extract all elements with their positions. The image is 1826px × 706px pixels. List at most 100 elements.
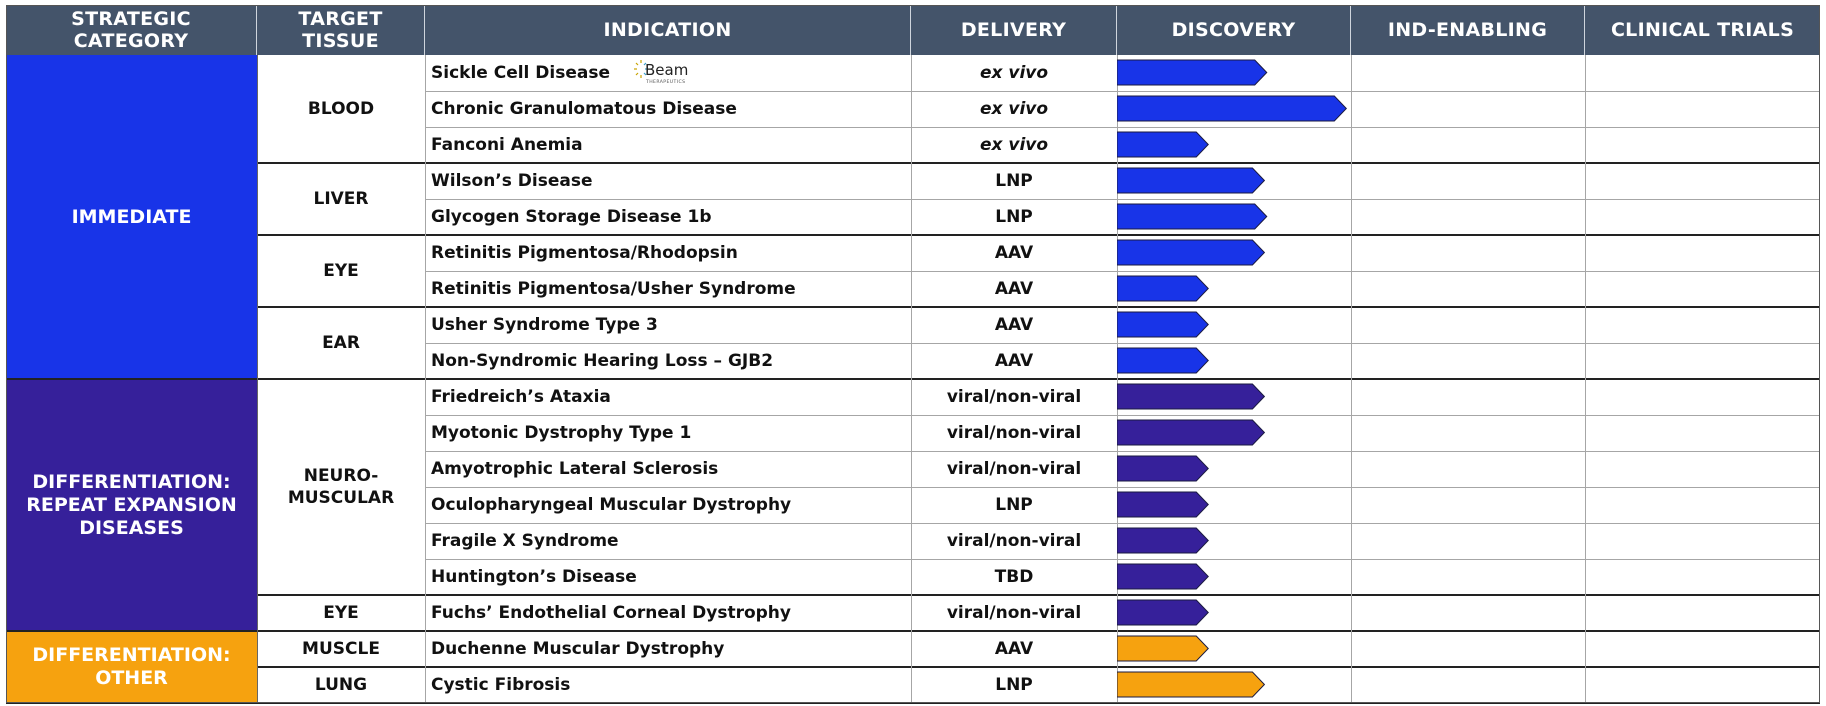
indication-cell: Myotonic Dystrophy Type 1: [431, 423, 692, 443]
delivery-cell: AAV: [994, 639, 1034, 659]
indication-cell: Non-Syndromic Hearing Loss – GJB2: [431, 351, 774, 371]
delivery-cell: ex vivo: [979, 63, 1049, 83]
progress-bar: [1117, 239, 1266, 266]
delivery-cell: viral/non-viral: [946, 531, 1082, 551]
row-divider: [425, 559, 1820, 560]
progress-bar: [1117, 347, 1209, 374]
header-clinical-trials: CLINICAL TRIALS: [1585, 5, 1820, 55]
progress-bar: [1117, 383, 1266, 410]
header-discovery: DISCOVERY: [1117, 5, 1351, 55]
delivery-cell: ex vivo: [979, 99, 1049, 119]
progress-bar: [1117, 311, 1209, 338]
row-divider: [425, 523, 1820, 524]
delivery-cell: viral/non-viral: [946, 603, 1082, 623]
indication-cell: Fragile X Syndrome: [431, 531, 619, 551]
tissue-cell: EAR: [322, 333, 360, 353]
delivery-cell: viral/non-viral: [946, 423, 1082, 443]
header-ind-enabling: IND-ENABLING: [1351, 5, 1585, 55]
progress-bar: [1117, 167, 1266, 194]
tissue-cell: EYE: [323, 261, 359, 281]
column-divider: [257, 55, 258, 703]
row-divider: [6, 378, 1820, 380]
beam-logo-sub: THERAPEUTICS: [645, 79, 685, 85]
progress-bar: [1117, 203, 1268, 230]
indication-cell: Chronic Granulomatous Disease: [431, 99, 737, 119]
indication-cell: Oculopharyngeal Muscular Dystrophy: [431, 495, 792, 515]
indication-cell: Glycogen Storage Disease 1b: [431, 207, 712, 227]
category-cell: IMMEDIATE: [6, 55, 257, 379]
indication-cell: Amyotrophic Lateral Sclerosis: [431, 459, 719, 479]
row-divider: [425, 451, 1820, 452]
progress-bar: [1117, 455, 1209, 482]
delivery-cell: AAV: [994, 279, 1034, 299]
discovery-progress-bars: [1117, 59, 1348, 698]
progress-bar: [1117, 635, 1209, 662]
progress-bar: [1117, 599, 1209, 626]
indication-cell: Cystic Fibrosis: [431, 675, 571, 695]
delivery-cell: LNP: [995, 675, 1033, 695]
indication-cell: Fanconi Anemia: [431, 135, 583, 155]
progress-bar: [1117, 419, 1266, 446]
tissue-cell: LUNG: [314, 675, 368, 695]
category-cell: DIFFERENTIATION: REPEAT EXPANSION DISEAS…: [6, 379, 257, 631]
indication-cell: Wilson’s Disease: [431, 171, 593, 191]
header-delivery: DELIVERY: [911, 5, 1117, 55]
row-divider: [6, 702, 1820, 704]
row-divider: [425, 127, 1820, 128]
delivery-cell: LNP: [995, 495, 1033, 515]
progress-bar: [1117, 275, 1209, 302]
row-divider: [425, 487, 1820, 488]
delivery-cell: LNP: [995, 171, 1033, 191]
progress-bar: [1117, 671, 1266, 698]
column-divider: [911, 55, 912, 703]
indication-cell: Duchenne Muscular Dystrophy: [431, 639, 725, 659]
row-divider: [425, 415, 1820, 416]
progress-bar: [1117, 491, 1209, 518]
column-divider: [1585, 55, 1586, 703]
tissue-cell: NEURO-MUSCULAR: [287, 466, 395, 508]
header-indication: INDICATION: [425, 5, 911, 55]
row-divider: [257, 594, 1820, 596]
row-divider: [257, 234, 1820, 236]
indication-cell: Retinitis Pigmentosa/Rhodopsin: [431, 243, 738, 263]
row-divider: [257, 306, 1820, 308]
row-divider: [425, 343, 1820, 344]
row-divider: [425, 91, 1820, 92]
progress-bar: [1117, 527, 1209, 554]
beam-logo: Beam THERAPEUTICS: [632, 57, 696, 87]
indication-cell: Sickle Cell Disease: [431, 63, 611, 83]
beam-logo-name: Beam: [645, 61, 688, 79]
delivery-cell: AAV: [994, 315, 1034, 335]
indication-cell: Fuchs’ Endothelial Corneal Dystrophy: [431, 603, 791, 623]
row-divider: [425, 199, 1820, 200]
tissue-cell: BLOOD: [307, 99, 375, 119]
delivery-cell: LNP: [995, 207, 1033, 227]
delivery-cell: AAV: [994, 351, 1034, 371]
progress-bar: [1117, 563, 1209, 590]
pipeline-table: STRATEGIC CATEGORY TARGET TISSUE INDICAT…: [6, 5, 1820, 704]
delivery-cell: TBD: [994, 567, 1034, 587]
progress-bar: [1117, 95, 1348, 122]
column-divider: [1117, 55, 1118, 703]
tissue-cell: LIVER: [313, 189, 369, 209]
progress-bar: [1117, 131, 1209, 158]
delivery-cell: viral/non-viral: [946, 387, 1082, 407]
progress-bar: [1117, 59, 1268, 86]
header-strategic-category: STRATEGIC CATEGORY: [6, 5, 257, 55]
indication-cell: Retinitis Pigmentosa/Usher Syndrome: [431, 279, 796, 299]
tissue-cell: MUSCLE: [302, 639, 380, 659]
delivery-cell: ex vivo: [979, 135, 1049, 155]
category-cell: DIFFERENTIATION: OTHER: [6, 631, 257, 703]
indication-cell: Usher Syndrome Type 3: [431, 315, 658, 335]
indication-cell: Huntington’s Disease: [431, 567, 637, 587]
delivery-cell: viral/non-viral: [946, 459, 1082, 479]
tissue-cell: EYE: [323, 603, 359, 623]
indication-cell: Friedreich’s Ataxia: [431, 387, 611, 407]
row-divider: [425, 271, 1820, 272]
header-target-tissue: TARGET TISSUE: [257, 5, 425, 55]
delivery-cell: AAV: [994, 243, 1034, 263]
row-divider: [257, 666, 1820, 668]
column-divider: [425, 55, 426, 703]
column-divider: [1351, 55, 1352, 703]
row-divider: [257, 162, 1820, 164]
